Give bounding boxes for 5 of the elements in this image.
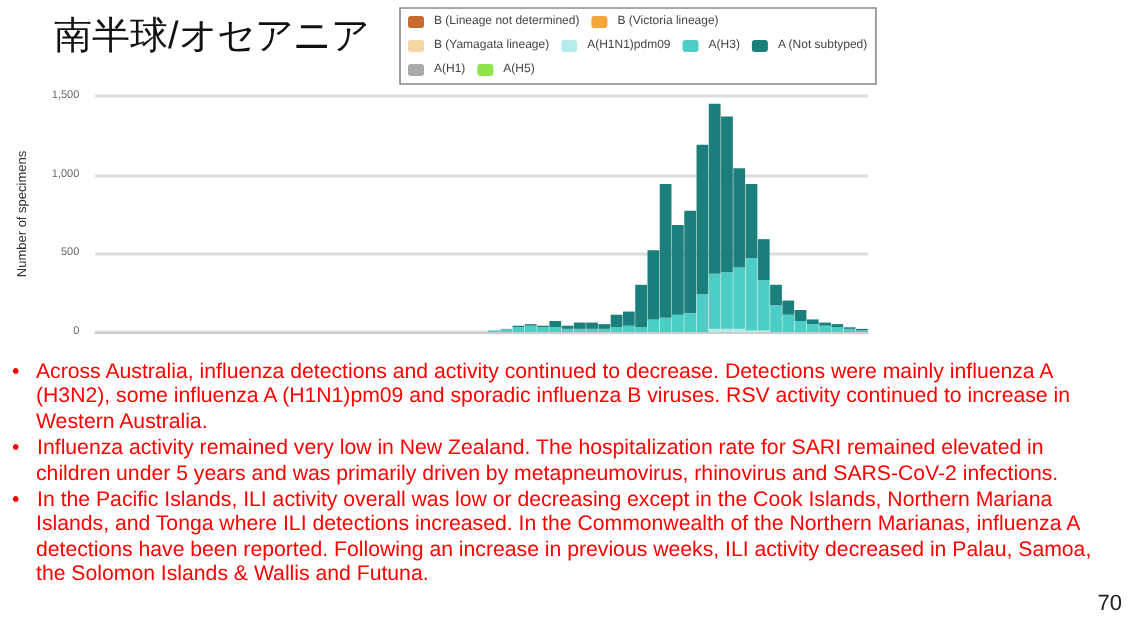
text: • Influenza activity remained very low in New Zealand. The hospitalization rate for SARI remained elevated in children under 5 years and was primarily driven by metapneumovirus, rhinovirus and SARS-CoV-2 infections. (12, 436, 1061, 487)
text: • In the Pacific Islands, ILI activity overall was low or decreasing except in the Cook Islands, Northern Mariana Islands, and Tonga where ILI detections increased. In the Commonwealth of the Northern Marianas, influenza A detections have been reported. Following an increase in previous weeks, ILI activity decreased in Palau, Samoa, the Solomon Islands & Wallis and Futuna. (12, 488, 1094, 588)
text: 70 (1097, 592, 1122, 616)
text: • Across Australia, influenza detections and activity continued to decrease. Detections were mainly influenza A (H3N2), some influenza A (H1N1)pm09 and sporadic influenza B viruses. RSV activity continued to increase in Western Australia. (12, 360, 1072, 435)
chart-title: 南半球/オセアニア (54, 16, 369, 58)
